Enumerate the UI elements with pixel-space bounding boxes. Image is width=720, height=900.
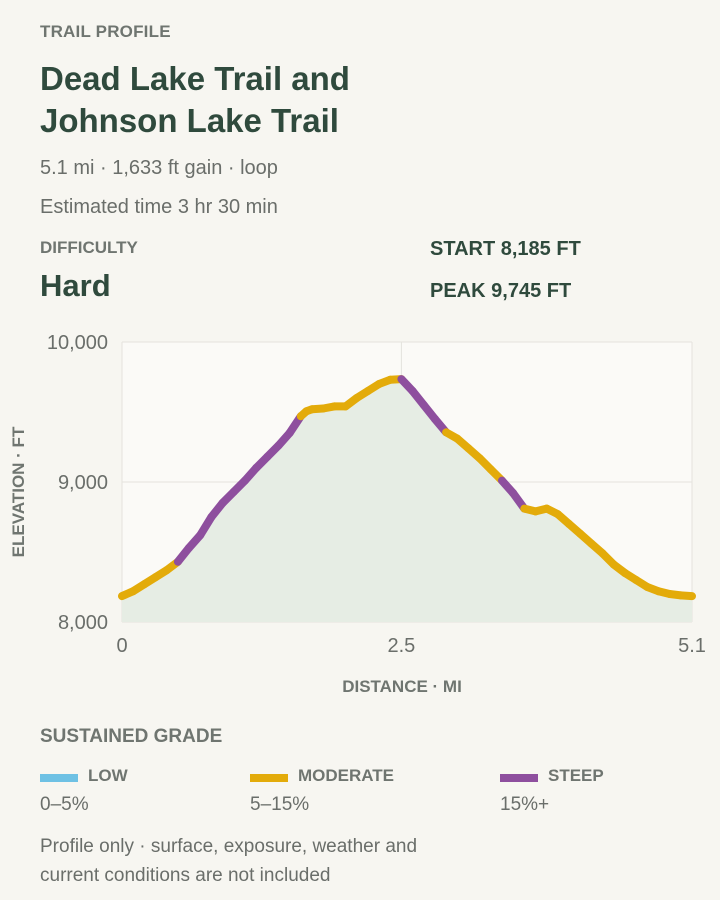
peak-elevation-label: PEAK bbox=[430, 280, 486, 302]
y-tick-label: 9,000 bbox=[58, 472, 108, 494]
legend-title: SUSTAINED GRADE bbox=[40, 726, 223, 747]
peak-elevation: PEAK 9,745 FT bbox=[430, 280, 571, 303]
difficulty-label: DIFFICULTY bbox=[40, 238, 138, 257]
legend-name: STEEP bbox=[548, 766, 604, 785]
legend-name: MODERATE bbox=[298, 766, 395, 785]
x-axis-ticks: 0 2.5 5.1 bbox=[116, 635, 705, 657]
page-title: Dead Lake Trail and Johnson Lake Trail bbox=[40, 60, 350, 139]
y-tick-label: 8,000 bbox=[58, 612, 108, 634]
x-tick-label: 5.1 bbox=[678, 635, 706, 657]
legend-range: 0–5% bbox=[40, 794, 89, 815]
steep-swatch bbox=[500, 774, 538, 782]
low-swatch bbox=[40, 774, 78, 782]
legend-range: 15%+ bbox=[500, 794, 550, 815]
legend-range: 5–15% bbox=[250, 794, 310, 815]
elevation-profile-chart: 0 2.5 5.1 8,000 9,000 10,000 DISTANCE · MI E… bbox=[9, 332, 706, 696]
footnote: Profile only · surface, exposure, weathe… bbox=[40, 836, 418, 886]
profile-line bbox=[118, 375, 696, 601]
x-axis-label: DISTANCE · MI bbox=[342, 677, 462, 696]
elevation-area bbox=[122, 379, 692, 622]
difficulty-value: Hard bbox=[40, 268, 111, 303]
start-elevation: START 8,185 FT bbox=[430, 238, 581, 261]
x-tick-label: 2.5 bbox=[388, 635, 416, 657]
y-axis-ticks: 8,000 9,000 10,000 bbox=[47, 332, 108, 634]
eyebrow-label: TRAIL PROFILE bbox=[40, 22, 171, 41]
start-elevation-label: START bbox=[430, 238, 496, 260]
profile-segment-moderate bbox=[676, 591, 696, 601]
moderate-swatch bbox=[250, 774, 288, 782]
trail-stats: 5.1 mi · 1,633 ft gain · loop bbox=[40, 157, 278, 179]
y-tick-label: 10,000 bbox=[47, 332, 108, 354]
x-tick-label: 0 bbox=[116, 635, 127, 657]
peak-elevation-value: 9,745 FT bbox=[491, 280, 572, 302]
legend-name: LOW bbox=[88, 766, 128, 785]
estimated-time: Estimated time 3 hr 30 min bbox=[40, 196, 278, 218]
y-axis-label: ELEVATION · FT bbox=[9, 426, 28, 557]
start-elevation-value: 8,185 FT bbox=[500, 238, 581, 260]
